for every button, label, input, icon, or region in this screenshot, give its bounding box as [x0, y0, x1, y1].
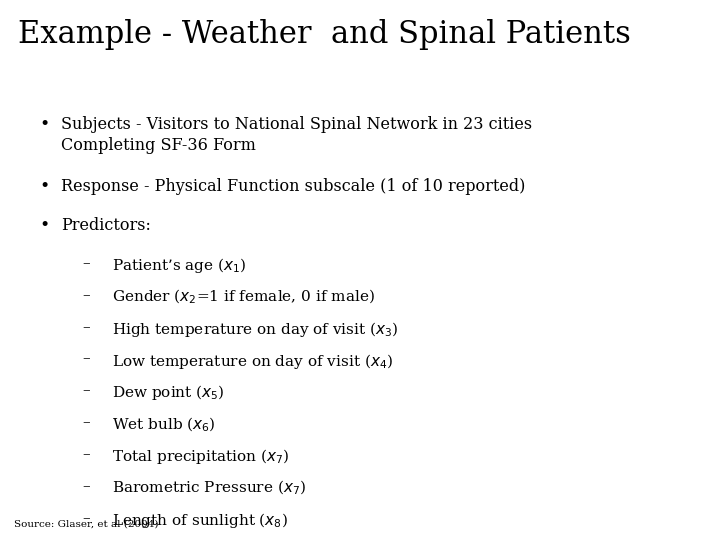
Text: –: –: [83, 415, 91, 429]
Text: Low temperature on day of visit ($x_{4}$): Low temperature on day of visit ($x_{4}$…: [112, 352, 392, 370]
Text: Barometric Pressure ($x_{7}$): Barometric Pressure ($x_{7}$): [112, 479, 306, 497]
Text: •: •: [40, 116, 50, 133]
Text: Source: Glaser, et al (2004): Source: Glaser, et al (2004): [14, 519, 159, 528]
Text: Response - Physical Function subscale (1 of 10 reported): Response - Physical Function subscale (1…: [61, 178, 526, 195]
Text: Gender ($x_{2}$=1 if female, 0 if male): Gender ($x_{2}$=1 if female, 0 if male): [112, 288, 374, 306]
Text: –: –: [83, 383, 91, 397]
Text: –: –: [83, 256, 91, 270]
Text: Wet bulb ($x_{6}$): Wet bulb ($x_{6}$): [112, 415, 215, 434]
Text: Predictors:: Predictors:: [61, 217, 151, 234]
Text: Length of sunlight ($x_{8}$): Length of sunlight ($x_{8}$): [112, 511, 287, 530]
Text: Patient’s age ($x_{1}$): Patient’s age ($x_{1}$): [112, 256, 246, 275]
Text: Dew point ($x_{5}$): Dew point ($x_{5}$): [112, 383, 225, 402]
Text: –: –: [83, 511, 91, 525]
Text: •: •: [40, 178, 50, 195]
Text: Subjects - Visitors to National Spinal Network in 23 cities
Completing SF-36 For: Subjects - Visitors to National Spinal N…: [61, 116, 532, 154]
Text: Total precipitation ($x_{7}$): Total precipitation ($x_{7}$): [112, 447, 289, 466]
Text: –: –: [83, 288, 91, 302]
Text: –: –: [83, 352, 91, 366]
Text: –: –: [83, 320, 91, 334]
Text: –: –: [83, 447, 91, 461]
Text: High temperature on day of visit ($x_{3}$): High temperature on day of visit ($x_{3}…: [112, 320, 398, 339]
Text: •: •: [40, 217, 50, 234]
Text: Example - Weather  and Spinal Patients: Example - Weather and Spinal Patients: [18, 19, 631, 50]
Text: –: –: [83, 479, 91, 493]
